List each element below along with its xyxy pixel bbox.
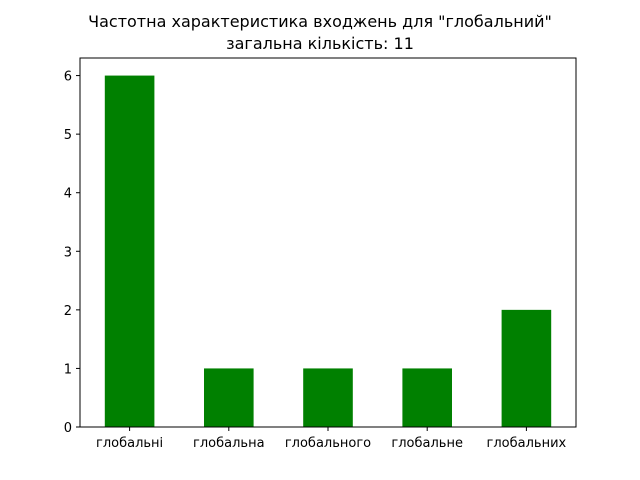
- y-tick-label-6: 6: [64, 70, 72, 85]
- x-tick-label-1: глобальна: [193, 436, 265, 451]
- y-tick-label-0: 0: [64, 421, 72, 436]
- x-tick-label-4: глобальних: [487, 436, 567, 451]
- y-tick-label-3: 3: [64, 245, 72, 260]
- bar-3: [402, 368, 452, 427]
- chart-title: Частотна характеристика входжень для "гл…: [88, 12, 552, 31]
- bar-2: [303, 368, 353, 427]
- y-axis-ticks: 0 1 2 3 4 5 6: [64, 70, 80, 436]
- bar-0: [104, 75, 155, 428]
- plot-frame: [79, 57, 577, 428]
- y-tick-label-5: 5: [64, 128, 72, 143]
- y-tick-label-1: 1: [64, 362, 72, 377]
- x-axis-ticks: глобальні глобальна глобального глобальне гл…: [96, 427, 567, 451]
- chart-subtitle: загальна кількість: 11: [226, 34, 414, 53]
- bar-4: [501, 309, 552, 427]
- bar-1: [204, 368, 254, 427]
- bars-group: [104, 75, 552, 428]
- y-tick-label-4: 4: [64, 187, 72, 202]
- x-tick-label-0: глобальні: [96, 436, 163, 451]
- y-tick-label-2: 2: [64, 304, 72, 319]
- x-tick-label-2: глобального: [285, 436, 371, 451]
- x-tick-label-3: глобальне: [391, 436, 463, 451]
